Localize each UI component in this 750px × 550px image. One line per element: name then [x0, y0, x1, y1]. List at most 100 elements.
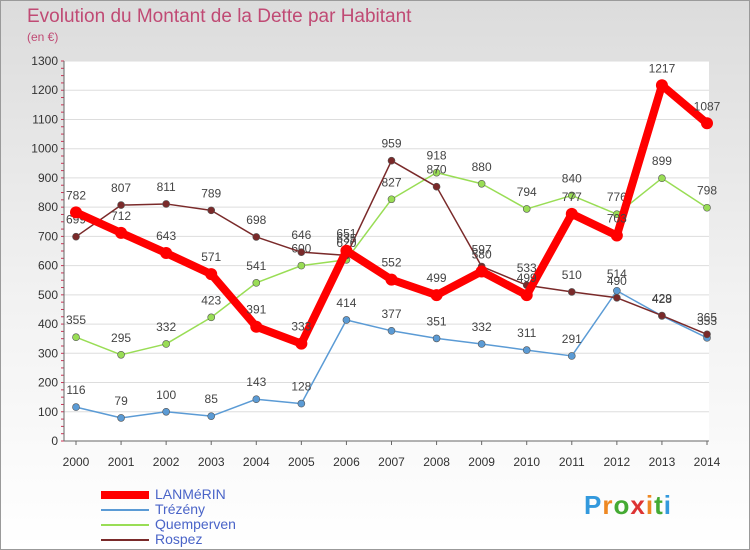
data-label: 490: [607, 274, 627, 288]
logo-letter: i: [663, 490, 672, 520]
data-label: 776: [607, 190, 627, 204]
data-label: 959: [381, 137, 401, 151]
data-point: [207, 313, 216, 322]
data-label: 782: [66, 188, 86, 202]
data-point: [432, 334, 441, 343]
legend-swatch: [101, 508, 149, 511]
data-label: 311: [517, 326, 536, 340]
legend-item: LANMéRIN: [101, 487, 236, 502]
data-point: [250, 320, 263, 333]
data-point: [477, 179, 486, 188]
legend-label: Rospez: [155, 531, 203, 547]
logo-letter: o: [613, 490, 631, 520]
data-label: 703: [607, 212, 627, 226]
legend-label: Trézény: [155, 501, 206, 517]
data-point: [340, 244, 353, 257]
data-point: [162, 407, 170, 416]
data-point: [703, 203, 711, 212]
legend-label: Quemperven: [155, 516, 236, 532]
data-label: 698: [246, 213, 266, 227]
data-label: 552: [381, 256, 401, 270]
y-tick-label: 200: [38, 376, 58, 390]
x-tick-label: 2011: [559, 455, 585, 469]
data-label: 428: [652, 292, 672, 306]
data-label: 100: [156, 388, 176, 402]
data-point: [703, 330, 711, 339]
data-point: [475, 265, 488, 278]
x-tick-label: 2003: [198, 455, 225, 469]
x-tick-label: 2002: [153, 455, 180, 469]
data-label: 429: [652, 292, 672, 306]
data-label: 597: [472, 242, 492, 256]
x-tick-label: 2005: [288, 455, 315, 469]
x-tick-label: 2009: [468, 455, 495, 469]
data-label: 143: [246, 375, 266, 389]
legend-item: Quemperven: [101, 517, 236, 532]
data-label: 827: [381, 175, 401, 189]
y-tick-label: 300: [38, 346, 58, 360]
y-tick-label: 600: [38, 259, 58, 273]
data-label: 85: [205, 392, 219, 406]
data-point: [567, 191, 576, 200]
logo-letter: i: [645, 490, 655, 520]
legend-swatch: [101, 538, 149, 541]
data-point: [72, 232, 80, 241]
y-tick-label: 700: [38, 229, 58, 243]
y-tick-label: 500: [38, 288, 58, 302]
data-point: [207, 412, 216, 420]
data-point: [117, 414, 125, 422]
data-label: 899: [652, 154, 672, 168]
data-label: 353: [697, 314, 717, 328]
data-label: 333: [291, 320, 311, 334]
y-tick-label: 1000: [31, 142, 58, 156]
legend-label: LANMéRIN: [155, 486, 226, 502]
data-label: 635: [336, 231, 356, 245]
data-label: 840: [562, 171, 582, 185]
data-point: [567, 288, 576, 296]
x-tick-label: 2014: [694, 455, 721, 469]
data-label: 651: [336, 227, 356, 241]
data-label: 414: [336, 296, 356, 310]
data-label: 514: [607, 267, 627, 281]
data-point: [205, 268, 218, 281]
data-point: [207, 206, 216, 215]
data-label: 807: [111, 181, 131, 195]
data-point: [117, 350, 125, 359]
data-label: 351: [427, 314, 447, 328]
data-label: 128: [291, 380, 311, 394]
data-label: 571: [201, 250, 221, 264]
data-point: [387, 326, 396, 335]
y-tick-label: 0: [51, 434, 58, 448]
y-tick-label: 800: [38, 200, 58, 214]
data-label: 423: [201, 293, 221, 307]
data-label: 499: [517, 271, 537, 285]
x-tick-label: 2007: [378, 455, 405, 469]
data-point: [295, 337, 308, 350]
x-tick-label: 2006: [333, 455, 360, 469]
data-label: 880: [472, 160, 492, 174]
data-point: [658, 174, 666, 183]
data-point: [477, 340, 486, 348]
data-point: [387, 195, 396, 204]
data-point: [72, 403, 80, 411]
x-tick-label: 2008: [423, 455, 450, 469]
data-point: [430, 289, 443, 302]
data-point: [162, 200, 170, 208]
data-label: 620: [336, 236, 356, 250]
y-tick-label: 100: [38, 405, 58, 419]
y-tick-label: 1200: [31, 83, 58, 97]
data-label: 391: [246, 303, 266, 317]
data-point: [613, 293, 621, 302]
data-label: 798: [697, 184, 717, 198]
data-label: 1087: [694, 99, 721, 113]
chart-legend: LANMéRIN Trézény Quemperven Rospez: [101, 487, 236, 547]
logo-letter: r: [602, 490, 614, 520]
x-tick-label: 2010: [513, 455, 540, 469]
legend-item: Rospez: [101, 532, 236, 547]
data-point: [613, 286, 621, 295]
data-point: [115, 226, 128, 239]
data-point: [567, 352, 576, 360]
data-point: [520, 289, 533, 302]
data-label: 789: [201, 186, 221, 200]
